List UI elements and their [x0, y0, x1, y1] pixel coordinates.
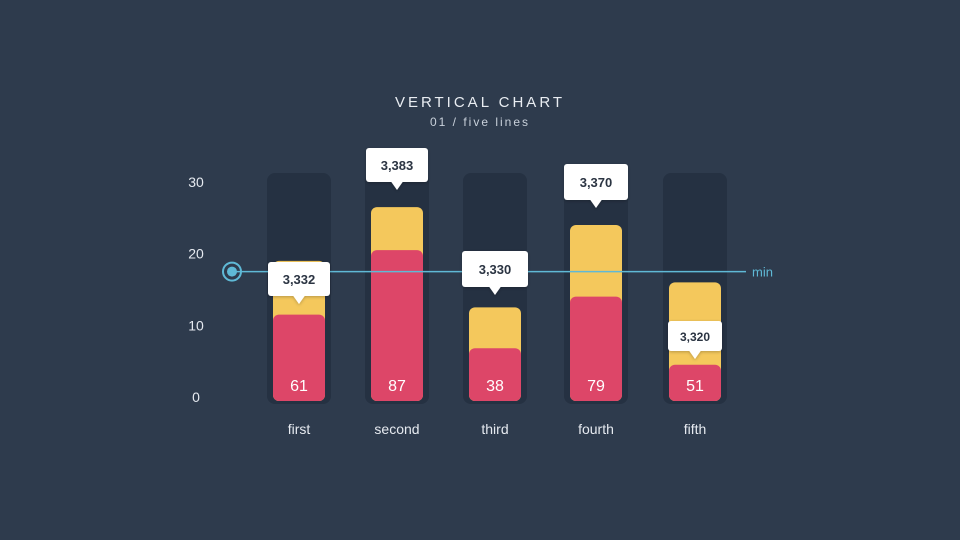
callout-pointer — [489, 286, 501, 295]
x-category-label: first — [288, 421, 311, 437]
bar-value-label: 79 — [587, 378, 605, 395]
bar-lower-segment — [371, 250, 423, 401]
chart-subtitle: 01 / five lines — [429, 115, 531, 129]
value-callout — [366, 148, 428, 190]
min-handle-dot — [227, 266, 237, 277]
y-tick-label: 30 — [188, 174, 204, 190]
bar-lower-segment — [669, 364, 721, 401]
callout-value-label: 3,370 — [580, 175, 613, 190]
bar-lower-segment — [273, 314, 325, 401]
chart-title: VERTICAL CHART — [394, 94, 566, 111]
x-category-label: third — [481, 421, 508, 437]
callout-box — [564, 164, 628, 200]
x-category-label: fourth — [578, 421, 614, 437]
x-category-label: second — [374, 421, 419, 437]
bar-value-label: 38 — [486, 378, 504, 395]
callout-box — [668, 321, 722, 351]
callout-value-label: 3,320 — [680, 330, 710, 344]
value-callout — [668, 321, 722, 359]
value-callout — [268, 262, 330, 304]
callout-pointer — [293, 295, 305, 304]
callout-box — [366, 148, 428, 182]
y-tick-label: 20 — [188, 246, 204, 262]
value-callout — [564, 164, 628, 208]
callout-box — [462, 251, 528, 287]
bar-value-label: 87 — [388, 378, 406, 395]
callout-box — [268, 262, 330, 296]
y-tick-label: 10 — [188, 317, 204, 333]
value-callout — [462, 251, 528, 295]
bar-lower-segment — [469, 348, 521, 401]
callout-value-label: 3,383 — [381, 158, 414, 173]
x-category-label: fifth — [684, 421, 707, 437]
callout-value-label: 3,332 — [283, 272, 316, 287]
callout-value-label: 3,330 — [479, 262, 512, 277]
bar-value-label: 51 — [686, 378, 704, 395]
bar-lower-segment — [570, 296, 622, 401]
callout-pointer — [689, 350, 701, 359]
callout-pointer — [590, 199, 602, 208]
callout-pointer — [391, 181, 403, 190]
bar-value-label: 61 — [290, 378, 308, 395]
min-handle-ring — [222, 261, 242, 282]
min-line-label: min — [752, 265, 773, 280]
y-tick-label: 0 — [192, 389, 200, 405]
